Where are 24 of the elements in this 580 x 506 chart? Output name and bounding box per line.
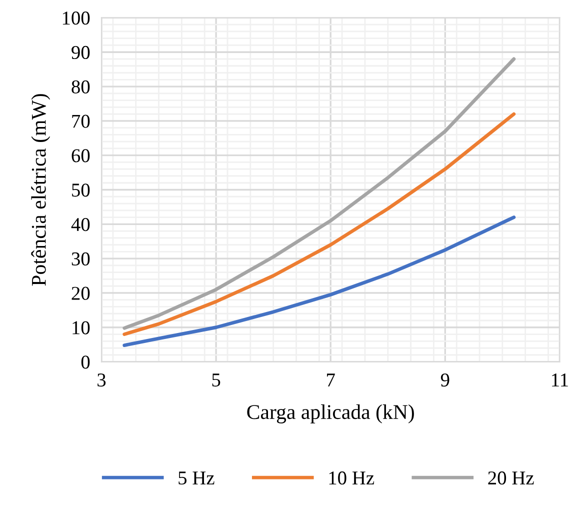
x-tick-label: 11 bbox=[552, 374, 568, 386]
legend-label: 10 Hz bbox=[329, 471, 374, 485]
legend-label: 5 Hz bbox=[178, 472, 214, 485]
x-axis-title: Carga aplicada (kN) bbox=[247, 404, 414, 424]
y-tick-label: 60 bbox=[72, 149, 90, 162]
x-tick-label: 9 bbox=[440, 374, 450, 387]
y-tick-label: 40 bbox=[71, 218, 90, 232]
line-series bbox=[122, 216, 516, 348]
y-axis-title: Potência elétrica (mW) bbox=[31, 94, 50, 286]
y-tick-label: 20 bbox=[72, 286, 90, 300]
y-tick-label: 50 bbox=[72, 184, 90, 197]
y-tick-label: 30 bbox=[72, 252, 90, 266]
line-series bbox=[122, 112, 516, 336]
y-tick-label: 80 bbox=[72, 80, 90, 94]
y-tick-label: 10 bbox=[72, 321, 90, 334]
x-tick-label: 5 bbox=[212, 374, 220, 387]
y-tick-label: 90 bbox=[72, 46, 90, 60]
y-tick-label: 70 bbox=[72, 114, 90, 128]
line-series bbox=[122, 57, 516, 330]
y-tick-label: 0 bbox=[81, 356, 90, 369]
legend-label: 20 Hz bbox=[488, 471, 534, 485]
y-tick-label: 100 bbox=[62, 12, 90, 25]
x-tick-label: 3 bbox=[98, 374, 106, 387]
x-tick-label: 7 bbox=[327, 374, 335, 386]
